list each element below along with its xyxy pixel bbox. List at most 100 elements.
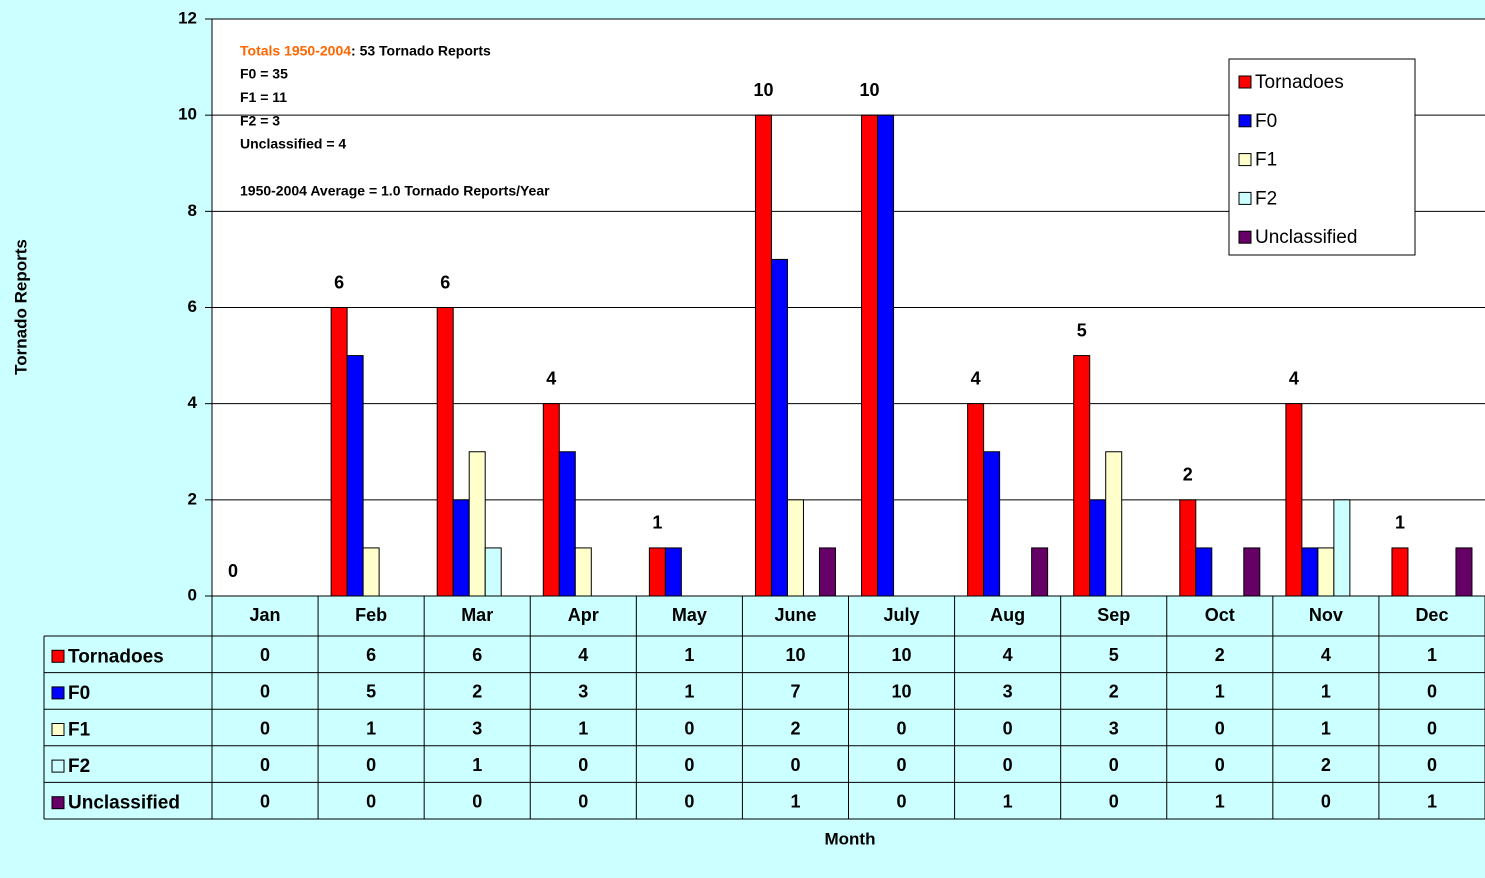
table-row-label: Unclassified: [68, 793, 180, 814]
table-cell: 0: [897, 791, 907, 811]
bar: [786, 499, 804, 597]
table-cell: 1: [684, 682, 694, 702]
bar: [362, 547, 380, 597]
table-row-label: F2: [68, 756, 90, 777]
table-cell: 4: [1321, 645, 1331, 665]
x-axis-label: Month: [825, 829, 876, 848]
table-cell: 2: [1215, 645, 1225, 665]
bar: [452, 499, 470, 597]
table-cell: 1: [1427, 791, 1437, 811]
bar: [1031, 547, 1049, 597]
table-cell: 1: [578, 718, 588, 738]
bar: [877, 114, 895, 597]
table-header: Apr: [568, 605, 599, 625]
table-swatch: [51, 723, 65, 736]
bar: [861, 114, 879, 597]
table-cell: 5: [1109, 645, 1119, 665]
table-cell: 1: [1321, 718, 1331, 738]
table-cell: 0: [684, 755, 694, 775]
bar: [1243, 547, 1261, 597]
data-label: 0: [228, 561, 238, 581]
bar: [967, 403, 985, 597]
table-cell: 0: [1215, 718, 1225, 738]
data-label: 4: [546, 368, 556, 388]
table-cell: 5: [366, 682, 376, 702]
legend-swatch: [1238, 114, 1252, 128]
table-cell: 2: [1321, 755, 1331, 775]
table-header: June: [774, 605, 816, 625]
table-cell: 0: [684, 791, 694, 811]
bar: [754, 114, 772, 597]
table-cell: 2: [472, 682, 482, 702]
bar: [1195, 547, 1213, 597]
table-cell: 1: [684, 645, 694, 665]
bar: [664, 547, 682, 597]
table-cell: 6: [366, 645, 376, 665]
table-cell: 3: [472, 718, 482, 738]
bar: [818, 547, 836, 597]
data-label: 2: [1183, 465, 1193, 485]
table-header: Jan: [250, 605, 281, 625]
table-cell: 0: [366, 755, 376, 775]
bar: [1301, 547, 1319, 597]
table-cell: 0: [897, 755, 907, 775]
data-label: 1: [1395, 513, 1405, 533]
table-row-label: F0: [68, 683, 90, 704]
table-swatch: [51, 649, 65, 663]
table-cell: 0: [1109, 755, 1119, 775]
table-header: Aug: [990, 605, 1025, 625]
table-cell: 10: [892, 645, 912, 665]
bar: [770, 258, 788, 597]
table-cell: 3: [1003, 682, 1013, 702]
bar: [1105, 451, 1123, 597]
table-cell: 10: [892, 682, 912, 702]
table-cell: 0: [897, 718, 907, 738]
table-cell: 0: [1427, 682, 1437, 702]
table-cell: 4: [1003, 645, 1013, 665]
y-axis-label: Tornado Reports: [11, 239, 30, 375]
table-cell: 0: [260, 718, 270, 738]
y-tick-label: 2: [188, 489, 197, 508]
table-cell: 1: [1215, 682, 1225, 702]
bar: [468, 451, 486, 597]
bar: [1455, 547, 1473, 597]
table-cell: 0: [790, 755, 800, 775]
data-label: 10: [753, 80, 773, 100]
legend-label: F1: [1255, 150, 1277, 171]
table-row-label: Tornadoes: [68, 646, 164, 667]
table-cell: 0: [1109, 791, 1119, 811]
bar: [436, 307, 454, 597]
bar: [574, 547, 592, 597]
table-header: Dec: [1415, 605, 1448, 625]
data-label: 4: [1289, 368, 1299, 388]
legend-swatch: [1238, 75, 1252, 89]
bar: [1285, 403, 1303, 597]
table-cell: 0: [1427, 755, 1437, 775]
table-swatch: [51, 686, 65, 700]
table-cell: 0: [260, 755, 270, 775]
data-label: 6: [334, 272, 344, 292]
table-cell: 10: [785, 645, 805, 665]
annotation: : 53 Tornado Reports: [351, 43, 491, 59]
table-cell: 0: [1427, 718, 1437, 738]
table-header: Nov: [1309, 605, 1343, 625]
annotation: Unclassified = 4: [240, 136, 346, 152]
table-cell: 0: [366, 791, 376, 811]
table-cell: 1: [472, 755, 482, 775]
table-cell: 0: [1003, 718, 1013, 738]
table-header: Mar: [461, 605, 493, 625]
table-header: Feb: [355, 605, 387, 625]
data-label: 1: [652, 513, 662, 533]
y-tick-label: 6: [188, 297, 197, 316]
y-tick-label: 12: [178, 8, 197, 27]
table-cell: 7: [790, 682, 800, 702]
table-header: Sep: [1097, 605, 1130, 625]
legend-label: F0: [1255, 111, 1277, 132]
table-cell: 1: [366, 718, 376, 738]
table-row-label: F1: [68, 720, 91, 741]
table-cell: 0: [684, 718, 694, 738]
table-cell: 0: [1003, 755, 1013, 775]
annotation-heading: Totals 1950-2004: [240, 43, 351, 59]
bar: [1179, 499, 1197, 597]
